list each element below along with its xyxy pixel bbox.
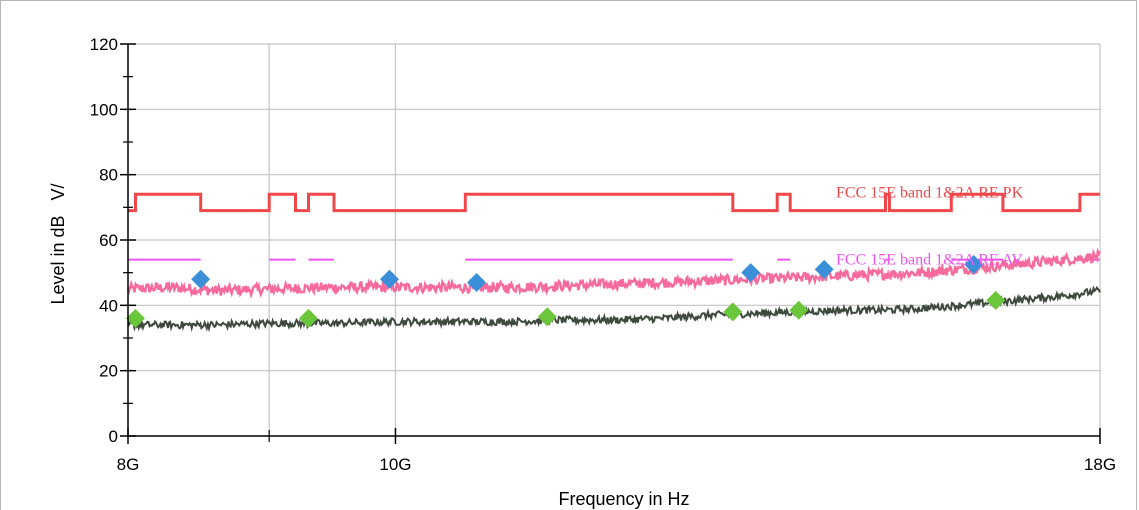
av-marker	[986, 290, 1006, 310]
av-marker	[537, 307, 557, 327]
y-axis-title: Level in dB V/	[48, 183, 68, 304]
axes	[120, 43, 1101, 444]
grid	[128, 43, 1101, 436]
x-tick-label: 10G	[379, 455, 411, 474]
y-tick-label: 40	[99, 296, 118, 315]
pk-marker	[814, 259, 834, 279]
pk-marker	[741, 263, 761, 283]
x-tick-label: 8G	[117, 455, 140, 474]
measurement-markers	[125, 255, 1006, 328]
pk-marker	[191, 269, 211, 289]
limit-lines	[128, 192, 1100, 261]
y-tick-label: 100	[90, 100, 118, 119]
pk-limit-label: FCC 15E band 1&2A RE PK	[836, 184, 1024, 201]
pk-marker	[467, 272, 487, 292]
pk-marker	[964, 255, 984, 274]
av-measurement-trace	[127, 285, 1101, 333]
y-tick-label: 20	[99, 362, 118, 381]
x-axis-title: Frequency in Hz	[558, 489, 689, 509]
av-marker	[789, 300, 809, 320]
av-marker	[298, 308, 318, 328]
labels: FCC 15E band 1&2A RE PK FCC 15E band 1&2A…	[48, 35, 1116, 509]
pk-marker	[379, 269, 399, 289]
av-marker	[723, 302, 743, 322]
x-tick-label: 18G	[1084, 455, 1116, 474]
measurement-traces	[126, 247, 1102, 333]
av-limit-label: FCC 15E band 1&2A RE AV	[836, 252, 1023, 269]
y-tick-label: 60	[99, 231, 118, 250]
y-tick-label: 0	[109, 427, 118, 446]
pk-limit-line	[128, 192, 1100, 213]
pk-measurement-trace	[126, 247, 1102, 299]
y-tick-label: 80	[99, 166, 118, 185]
av-marker	[125, 308, 145, 328]
y-tick-label: 120	[90, 35, 118, 54]
